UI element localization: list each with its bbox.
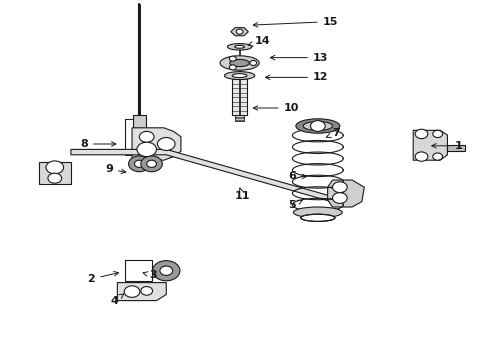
Circle shape [229,56,236,61]
Text: 5: 5 [288,200,302,210]
Circle shape [229,65,236,70]
Polygon shape [133,115,145,160]
Text: 11: 11 [234,188,250,201]
Circle shape [332,193,346,203]
Polygon shape [234,115,244,121]
Circle shape [152,261,180,281]
Text: 7: 7 [325,128,340,138]
Circle shape [414,152,427,161]
Ellipse shape [295,119,339,133]
Text: 15: 15 [253,17,337,27]
Circle shape [414,129,427,139]
Circle shape [141,156,162,172]
Polygon shape [71,149,337,203]
Text: 14: 14 [248,36,269,46]
Circle shape [141,287,152,295]
Ellipse shape [293,207,342,218]
Ellipse shape [232,74,246,78]
Text: 4: 4 [110,294,123,306]
Ellipse shape [224,72,254,80]
Polygon shape [232,76,246,115]
Ellipse shape [234,45,244,48]
Circle shape [137,142,156,157]
Polygon shape [412,130,447,160]
Text: 2: 2 [87,271,118,284]
Text: 10: 10 [253,103,298,113]
Circle shape [236,29,243,34]
Circle shape [128,156,150,172]
Polygon shape [117,283,166,301]
Circle shape [48,173,61,183]
Polygon shape [230,28,248,36]
Circle shape [157,138,175,150]
Polygon shape [447,145,464,151]
Text: 9: 9 [105,164,125,174]
Circle shape [146,160,156,167]
Text: 13: 13 [270,53,327,63]
Text: 3: 3 [143,270,157,280]
Circle shape [134,160,144,167]
Circle shape [332,182,346,193]
Polygon shape [132,128,181,160]
Ellipse shape [220,56,259,70]
Ellipse shape [300,214,334,221]
Circle shape [310,121,325,131]
Polygon shape [39,162,71,184]
Circle shape [432,130,442,138]
Circle shape [249,60,256,66]
Circle shape [46,161,63,174]
Ellipse shape [303,122,332,131]
Text: 8: 8 [80,139,116,149]
Circle shape [124,286,140,297]
Circle shape [432,153,442,160]
Text: 1: 1 [431,141,462,151]
Text: 12: 12 [265,72,328,82]
Circle shape [139,131,154,142]
Ellipse shape [229,59,249,67]
Ellipse shape [227,44,251,50]
Polygon shape [327,180,364,207]
Text: 6: 6 [288,171,306,181]
Circle shape [160,266,172,275]
